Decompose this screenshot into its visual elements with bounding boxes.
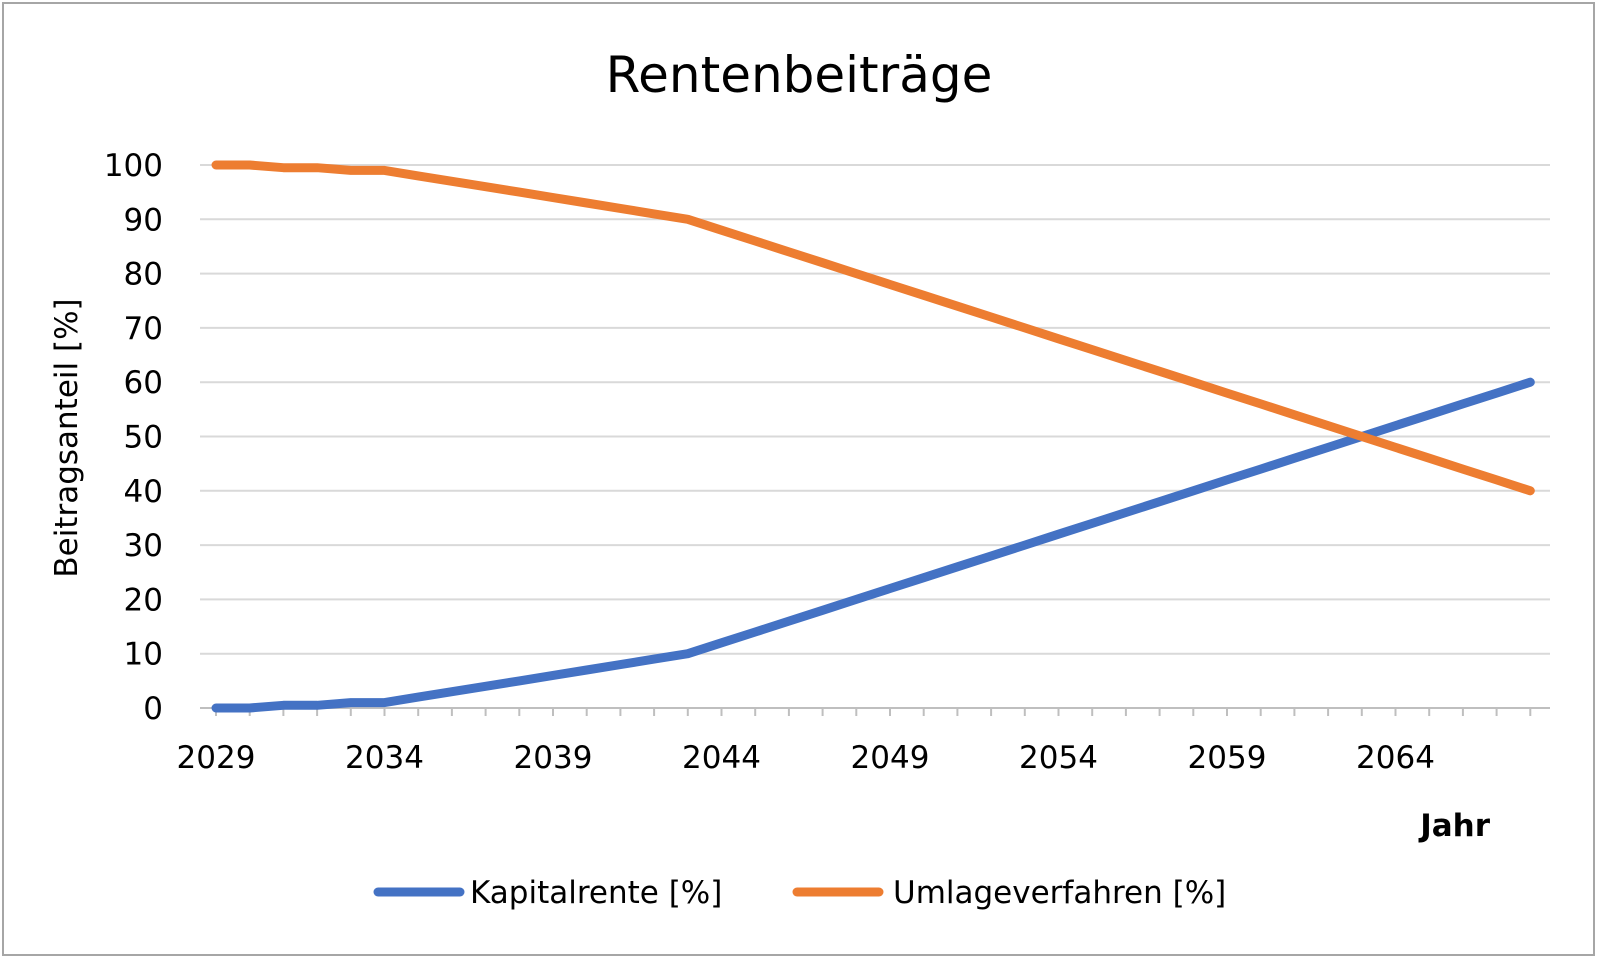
y-tick-label-90: 90: [124, 202, 163, 238]
y-tick-label-30: 30: [124, 528, 163, 564]
series-lines: [211, 160, 1535, 713]
y-tick-label-20: 20: [124, 582, 163, 618]
chart-title: Rentenbeiträge: [606, 46, 993, 104]
series-line-2: [211, 160, 1535, 496]
y-tick-labels: 0 10 20 30 40 50 60 70 80 90 100: [104, 148, 163, 727]
y-tick-label-40: 40: [124, 474, 163, 510]
axes: [200, 707, 1550, 716]
x-tick-label-2039: 2039: [514, 740, 593, 776]
legend: Kapitalrente [%] Umlageverfahren [%]: [373, 875, 1226, 911]
x-tick-label-2049: 2049: [851, 740, 930, 776]
y-tick-label-80: 80: [124, 257, 163, 293]
y-tick-label-70: 70: [124, 311, 163, 347]
y-tick-label-50: 50: [124, 420, 163, 456]
series-line-1: [211, 377, 1535, 713]
y-axis-label: Beitragsanteil [%]: [49, 298, 85, 577]
x-tick-label-2064: 2064: [1356, 740, 1435, 776]
x-tick-label-2044: 2044: [682, 740, 761, 776]
y-tick-label-100: 100: [104, 148, 163, 184]
x-tick-label-2059: 2059: [1188, 740, 1267, 776]
x-tick-label-2029: 2029: [177, 740, 256, 776]
y-tick-label-0: 0: [143, 691, 163, 727]
y-tick-label-10: 10: [124, 637, 163, 673]
x-axis-label: Jahr: [1418, 808, 1491, 844]
y-tick-label-60: 60: [124, 365, 163, 401]
x-tick-label-2034: 2034: [345, 740, 424, 776]
gridlines: [200, 164, 1550, 655]
x-tick-label-2054: 2054: [1019, 740, 1098, 776]
legend-label-1: Kapitalrente [%]: [470, 875, 722, 911]
legend-label-2: Umlageverfahren [%]: [893, 875, 1226, 911]
x-tick-labels: 2029 2034 2039 2044 2049 2054 2059 2064: [177, 740, 1435, 776]
